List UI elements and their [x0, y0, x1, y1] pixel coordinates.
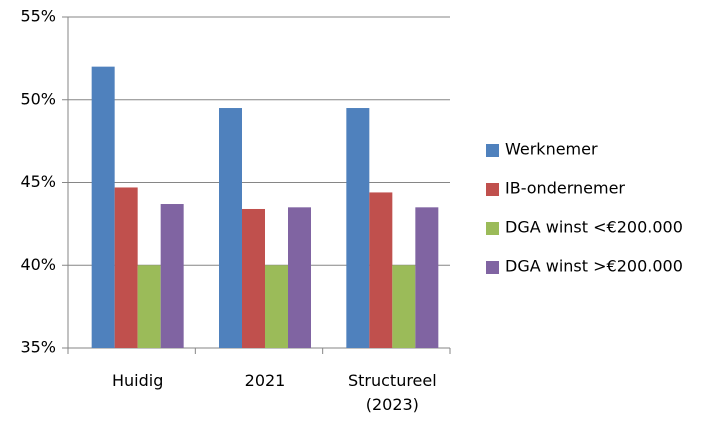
bar [265, 265, 288, 348]
legend-label: DGA winst <€200.000 [505, 218, 683, 237]
x-tick-label: 2021 [244, 371, 286, 390]
x-tick-label: Structureel (2023) [347, 371, 437, 414]
x-tick-label: Huidig [111, 371, 164, 390]
legend-swatch [486, 222, 499, 235]
legend-swatch [486, 183, 499, 196]
y-tick-label: 40% [20, 255, 56, 274]
bar [346, 108, 370, 349]
legend-swatch [486, 261, 499, 274]
bar [392, 265, 416, 348]
legend-swatch [486, 144, 499, 157]
bar [369, 192, 393, 348]
legend-label: DGA winst >€200.000 [505, 257, 683, 276]
bar [415, 207, 439, 348]
bar [91, 66, 115, 349]
bar [242, 208, 265, 348]
y-tick-label: 45% [20, 172, 56, 191]
bar [137, 265, 161, 348]
bar [114, 187, 138, 348]
y-tick-label: 55% [20, 7, 56, 26]
y-tick-label: 50% [20, 89, 56, 108]
bar [219, 108, 242, 349]
y-tick-label: 35% [20, 338, 56, 357]
legend-label: IB-ondernemer [505, 179, 625, 198]
bar [160, 204, 184, 348]
bar [288, 207, 311, 348]
legend-label: Werknemer [505, 140, 598, 159]
